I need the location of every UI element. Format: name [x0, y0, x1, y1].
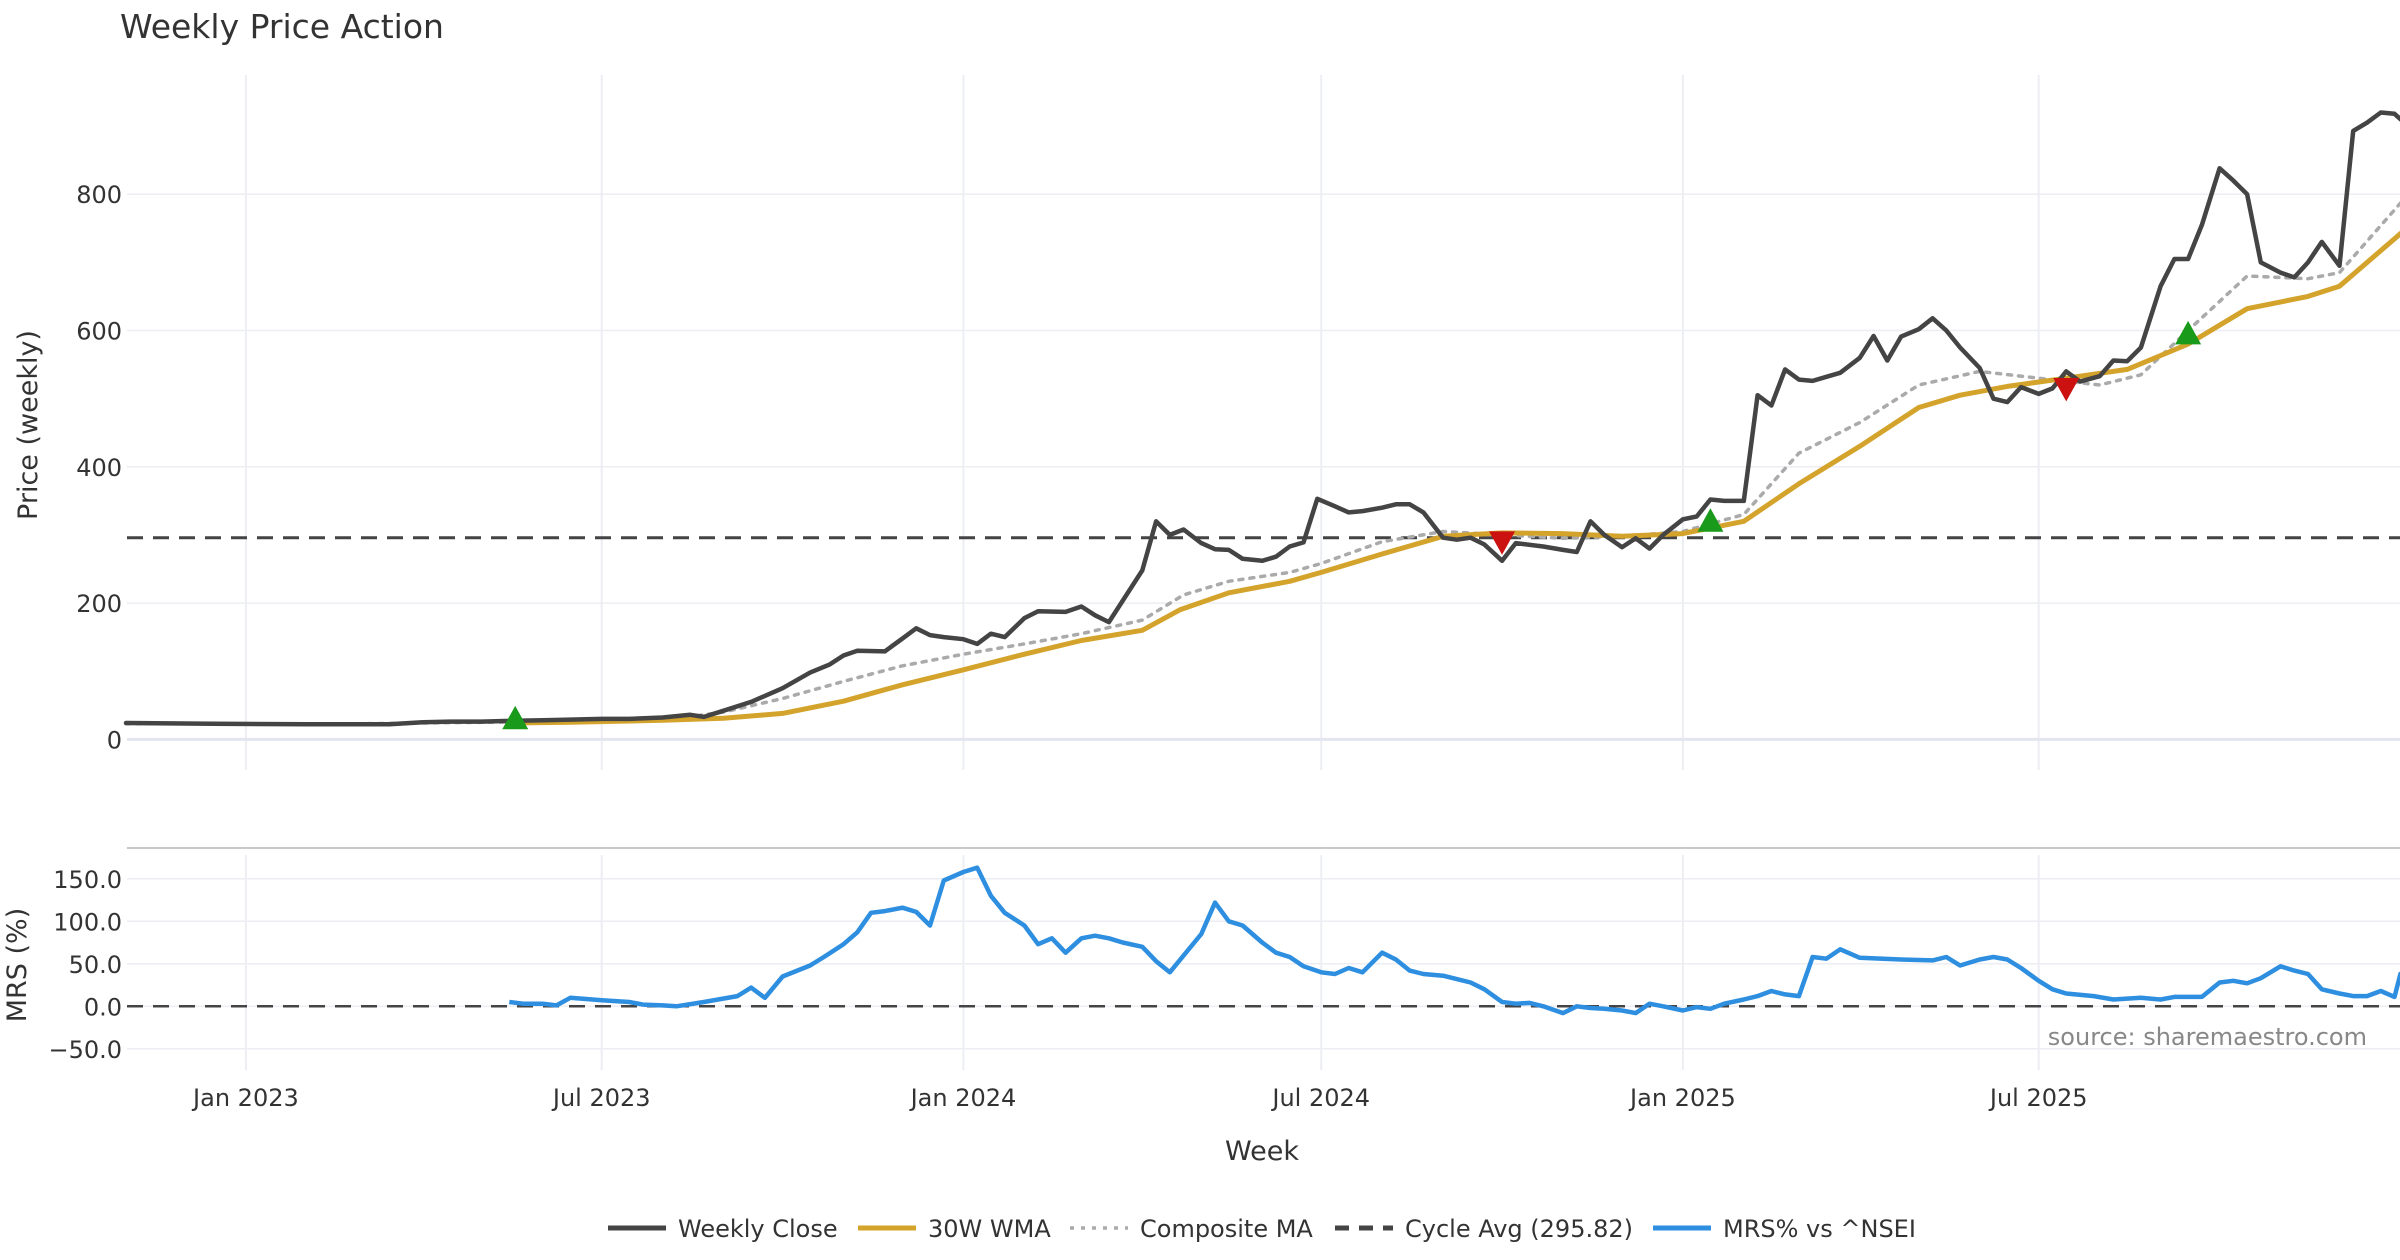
- mrs-tick-label: 100.0: [53, 908, 122, 936]
- x-tick-label: Jul 2023: [551, 1084, 651, 1112]
- legend-item: MRS% vs ^NSEI: [1653, 1215, 1916, 1243]
- series-mrs: [509, 865, 2400, 1016]
- price-axis-title: Price (weekly): [13, 330, 44, 520]
- legend-label: Weekly Close: [678, 1215, 838, 1243]
- price-tick-label: 800: [76, 181, 122, 209]
- legend-item: Weekly Close: [608, 1215, 838, 1243]
- mrs-tick-label: 50.0: [69, 951, 122, 979]
- price-tick-label: 600: [76, 318, 122, 346]
- gridlines: [127, 75, 2400, 1070]
- x-tick-labels: Jan 2023 Jul 2023 Jan 2024 Jul 2024 Jan 2025…: [191, 1084, 2087, 1112]
- mrs-axis-title: MRS (%): [2, 908, 33, 1023]
- price-tick-label: 200: [76, 590, 122, 618]
- legend-item: Cycle Avg (295.82): [1335, 1215, 1633, 1243]
- y-tick-labels: 0 200 400 600 800 −50.0 0.0 50.0 100.0 150.0: [48, 181, 122, 1064]
- reference-lines: [127, 536, 2400, 1008]
- buy-signal-marker: [1697, 508, 1724, 532]
- mrs-tick-label: −50.0: [48, 1036, 122, 1064]
- mrs-tick-label: 150.0: [53, 866, 122, 894]
- legend-item: Composite MA: [1070, 1215, 1313, 1243]
- legend-item: 30W WMA: [858, 1215, 1051, 1243]
- signal-markers: [502, 320, 2202, 730]
- x-tick-label: Jul 2025: [1988, 1084, 2088, 1112]
- legend: Weekly Close 30W WMA Composite MA Cycle Avg…: [608, 1215, 1916, 1243]
- buy-signal-marker: [2175, 320, 2202, 345]
- sell-signal-marker: [2053, 378, 2080, 402]
- mrs-tick-label: 0.0: [84, 993, 122, 1021]
- legend-label: 30W WMA: [928, 1215, 1051, 1243]
- chart-title: Weekly Price Action: [120, 7, 444, 46]
- price-tick-label: 0: [107, 726, 122, 754]
- legend-label: Composite MA: [1140, 1215, 1313, 1243]
- x-axis-title: Week: [1225, 1136, 1299, 1167]
- legend-label: Cycle Avg (295.82): [1405, 1215, 1633, 1243]
- series-30w-wma: [506, 230, 2400, 726]
- sell-signal-marker: [1489, 531, 1516, 555]
- x-tick-label: Jan 2023: [191, 1084, 299, 1112]
- x-tick-label: Jan 2024: [909, 1084, 1017, 1112]
- price-tick-label: 400: [76, 454, 122, 482]
- source-note: source: sharemaestro.com: [2048, 1023, 2367, 1051]
- series-weekly-close: [123, 110, 2400, 727]
- buy-signal-marker: [502, 705, 529, 730]
- series-composite-ma: [124, 201, 2400, 726]
- x-tick-label: Jul 2024: [1270, 1084, 1370, 1112]
- legend-label: MRS% vs ^NSEI: [1723, 1215, 1916, 1243]
- x-tick-label: Jan 2025: [1628, 1084, 1736, 1112]
- series-lines: [123, 110, 2400, 1016]
